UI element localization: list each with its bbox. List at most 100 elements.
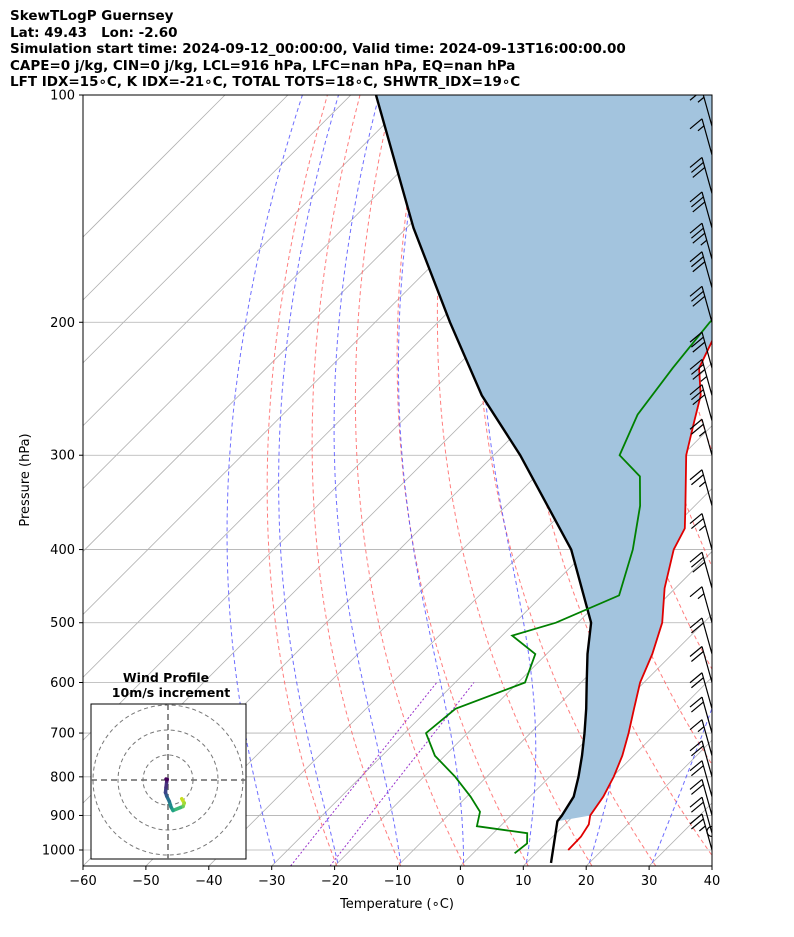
barb-flag (689, 331, 703, 343)
x-axis-label: Temperature (∘C) (339, 897, 454, 912)
barb-staff (701, 719, 712, 756)
chart-header: SkewTLogP Guernsey Lat: 49.43 Lon: -2.60 S… (10, 8, 626, 91)
y-tick-label: 700 (50, 727, 75, 742)
barb-flag (691, 423, 704, 435)
wind-barb (689, 191, 712, 229)
moist-adiabat (715, 95, 794, 863)
wind-barb (689, 384, 712, 421)
x-tick-label: 10 (515, 874, 532, 889)
wind-barb (689, 513, 712, 550)
isotherm (83, 95, 352, 364)
barb-staff (701, 251, 712, 288)
dry-adiabat (311, 95, 402, 866)
barb-flag (692, 368, 706, 380)
x-tick-label: −50 (132, 874, 159, 889)
x-tick-label: 0 (456, 874, 464, 889)
cape-shading (376, 95, 712, 822)
barb-flag (690, 59, 702, 69)
barb-staff (701, 586, 712, 623)
barb-flag (691, 783, 704, 795)
barb-staff (701, 286, 712, 323)
barb-staff (701, 552, 712, 589)
x-tick-label: −20 (321, 874, 348, 889)
x-tick-label: 30 (641, 874, 658, 889)
barb-flag (689, 740, 703, 752)
hodograph-segment (164, 777, 169, 782)
mixing-ratio-line (329, 682, 475, 866)
barb-flag (691, 363, 704, 375)
isotherm (83, 95, 414, 427)
barb-flag (691, 518, 704, 530)
barb-staff (701, 419, 712, 456)
barb-flag (689, 778, 703, 790)
barb-staff (702, 95, 712, 127)
barb-staff (711, 95, 712, 96)
wind-barb (689, 760, 712, 797)
y-tick-label: 800 (50, 770, 75, 785)
isotherm (523, 676, 712, 866)
wind-barb (689, 118, 712, 155)
wind-barb (689, 778, 712, 816)
x-tick-label: −60 (69, 874, 96, 889)
barb-flag (689, 760, 703, 772)
barb-half-flag (697, 593, 705, 600)
wind-profile-inset: Wind Profile 10m/s increment (90, 670, 247, 860)
barb-flag (691, 256, 704, 268)
calm-wind-marker (706, 825, 712, 838)
barb-flag (689, 358, 703, 370)
wind-barb (689, 251, 712, 288)
barb-half-flag (700, 375, 708, 382)
inset-subtitle: 10m/s increment (112, 685, 230, 700)
header-location: Lat: 49.43 Lon: -2.60 (10, 24, 178, 41)
x-tick-label: −30 (258, 874, 285, 889)
barb-flag (691, 651, 704, 662)
wind-barb (689, 551, 712, 589)
y-tick-label: 500 (50, 616, 75, 631)
dry-adiabat (513, 95, 712, 857)
wind-barb (689, 813, 712, 851)
isotherm (83, 95, 289, 301)
barb-half-flag (697, 726, 705, 733)
moist-adiabat (651, 706, 712, 864)
wind-barb (689, 617, 712, 655)
temperature-line (567, 339, 712, 851)
dry-adiabat (718, 95, 794, 866)
barb-flag (689, 551, 703, 563)
barb-staff (701, 191, 712, 229)
barb-staff (701, 740, 712, 777)
header-indices-line: LFT IDX=15∘C, K IDX=-21∘C, TOTAL TOTS=18… (10, 74, 521, 90)
moist-adiabat (333, 95, 402, 863)
barb-flag (691, 556, 704, 568)
moist-adiabat (226, 95, 303, 864)
header-title: SkewTLogP Guernsey (10, 8, 174, 24)
wind-barb (689, 646, 712, 683)
wind-barb (690, 59, 712, 96)
isotherm (145, 299, 712, 866)
barb-flag (689, 222, 703, 234)
moist-adiabat (278, 95, 339, 863)
dry-adiabat (436, 95, 593, 866)
barb-flag (691, 389, 704, 401)
barb-flag (689, 513, 703, 525)
y-axis-label: Pressure (hPa) (18, 433, 33, 526)
barb-half-flag (698, 66, 704, 71)
y-tick-label: 100 (50, 89, 75, 104)
barb-staff (701, 384, 712, 421)
barb-flag (692, 394, 706, 406)
barb-staff (701, 617, 712, 655)
wind-barb (689, 586, 712, 623)
barb-flag (689, 646, 703, 657)
barb-flag (691, 336, 704, 348)
barb-half-flag (698, 430, 706, 437)
wind-barb (689, 696, 712, 734)
barb-flag (689, 418, 703, 430)
barb-flag (691, 196, 704, 208)
barb-staff (701, 779, 712, 816)
isotherm (711, 865, 712, 866)
mixing-ratio-line (290, 682, 438, 866)
wind-barb (689, 740, 712, 777)
wind-barb (689, 672, 712, 709)
dry-adiabat (751, 95, 794, 866)
x-tick-label: −10 (384, 874, 411, 889)
